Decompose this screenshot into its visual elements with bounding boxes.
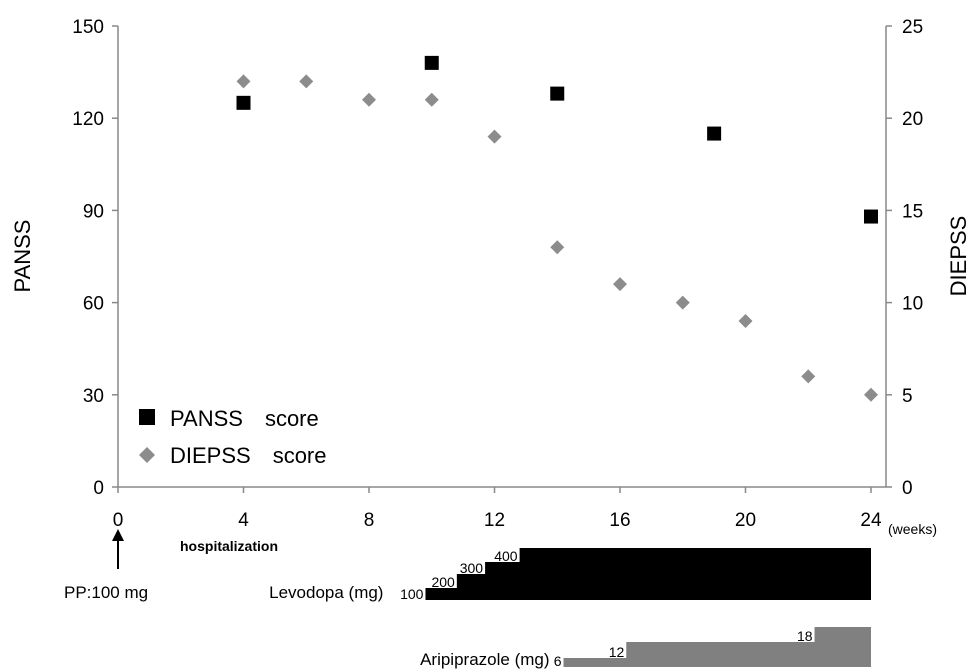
x-tick-label: 0	[113, 510, 124, 531]
x-tick-label: 24	[860, 510, 882, 531]
diepss-point	[864, 387, 878, 402]
x-tick-label: 4	[238, 510, 249, 531]
left-y-ticks: 0 30 60 90 120 150	[72, 17, 118, 499]
levodopa-label: Levodopa (mg)	[269, 583, 383, 602]
panss-point	[236, 95, 251, 110]
left-y-tick-label: 60	[83, 294, 104, 315]
dose-step	[519, 548, 871, 600]
x-tick-label: 12	[484, 510, 505, 531]
left-y-tick-label: 120	[72, 109, 104, 130]
right-y-tick-label: 5	[902, 386, 913, 407]
panss-point	[707, 126, 722, 141]
legend-label-diepss: DIEPSS score	[170, 443, 327, 468]
diepss-point	[738, 314, 753, 329]
diepss-point	[613, 277, 627, 292]
pp-dose-label: PP:100 mg	[64, 583, 148, 602]
dose-label: 200	[431, 574, 455, 590]
x-axis-unit-label: (weeks)	[888, 521, 937, 537]
left-y-axis-label: PANSS	[10, 220, 35, 293]
left-y-tick-label: 90	[83, 201, 104, 222]
legend-marker-diepss	[139, 447, 155, 463]
dose-step	[814, 627, 871, 667]
right-y-tick-label: 10	[902, 294, 923, 315]
panss-point	[424, 55, 439, 70]
dose-label: 12	[609, 644, 625, 660]
series-layer	[236, 55, 878, 402]
diepss-point	[801, 369, 816, 384]
panss-point	[550, 86, 565, 101]
legend-marker-panss	[139, 409, 155, 425]
x-tick-label: 20	[735, 510, 756, 531]
diepss-point	[424, 92, 439, 107]
right-y-tick-label: 20	[902, 109, 923, 130]
dose-label: 400	[494, 548, 518, 564]
legend-label-panss: PANSS score	[170, 406, 319, 431]
aripiprazole-label: Aripiprazole (mg)	[420, 650, 549, 669]
left-y-tick-label: 150	[72, 17, 104, 38]
x-ticks: 0 4 8 12 16 20 24	[113, 487, 882, 531]
panss-point	[864, 209, 878, 224]
diepss-point	[299, 74, 314, 89]
diepss-point	[675, 295, 690, 310]
right-y-axis-label: DIEPSS	[946, 216, 971, 297]
dose-label: 6	[554, 653, 562, 669]
left-y-tick-label: 30	[83, 386, 104, 407]
diepss-point	[362, 92, 376, 107]
diepss-point	[550, 240, 565, 255]
diepss-point	[236, 74, 251, 89]
dose-label: 300	[460, 560, 484, 576]
right-y-tick-label: 25	[902, 17, 923, 38]
hospitalization-label: hospitalization	[180, 538, 278, 554]
right-y-ticks: 0 5 10 15 20 25	[886, 17, 923, 499]
x-tick-label: 8	[364, 510, 375, 531]
dose-label: 18	[797, 628, 813, 644]
legend: PANSS score DIEPSS score	[139, 406, 327, 468]
hospitalization-arrow	[112, 529, 124, 569]
x-tick-label: 16	[609, 510, 630, 531]
right-y-tick-label: 15	[902, 201, 923, 222]
right-y-tick-label: 0	[902, 478, 913, 499]
diepss-point	[487, 129, 502, 144]
left-y-tick-label: 0	[93, 478, 104, 499]
dose-label: 100	[400, 586, 424, 602]
medication-bars: Levodopa (mg) 100 200 300 400 Aripiprazole (m…	[269, 548, 871, 669]
